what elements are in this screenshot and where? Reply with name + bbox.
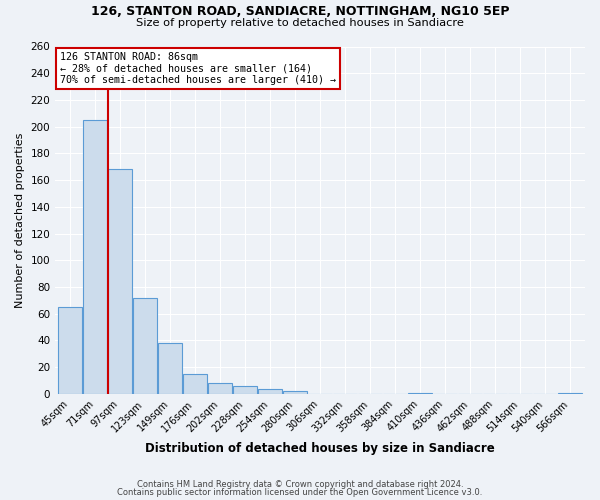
Text: Contains public sector information licensed under the Open Government Licence v3: Contains public sector information licen… [118, 488, 482, 497]
Bar [233, 386, 257, 394]
Y-axis label: Number of detached properties: Number of detached properties [15, 132, 25, 308]
Bar [108, 170, 132, 394]
Text: 126 STANTON ROAD: 86sqm
← 28% of detached houses are smaller (164)
70% of semi-d: 126 STANTON ROAD: 86sqm ← 28% of detache… [61, 52, 337, 85]
Bar [133, 298, 157, 394]
Bar [58, 307, 82, 394]
Bar [558, 392, 582, 394]
Text: Size of property relative to detached houses in Sandiacre: Size of property relative to detached ho… [136, 18, 464, 28]
Bar [283, 391, 307, 394]
Bar [158, 343, 182, 394]
Bar [408, 392, 432, 394]
Text: 126, STANTON ROAD, SANDIACRE, NOTTINGHAM, NG10 5EP: 126, STANTON ROAD, SANDIACRE, NOTTINGHAM… [91, 5, 509, 18]
Bar [83, 120, 107, 394]
Bar [183, 374, 207, 394]
Bar [258, 388, 282, 394]
Bar [208, 383, 232, 394]
X-axis label: Distribution of detached houses by size in Sandiacre: Distribution of detached houses by size … [145, 442, 495, 455]
Text: Contains HM Land Registry data © Crown copyright and database right 2024.: Contains HM Land Registry data © Crown c… [137, 480, 463, 489]
